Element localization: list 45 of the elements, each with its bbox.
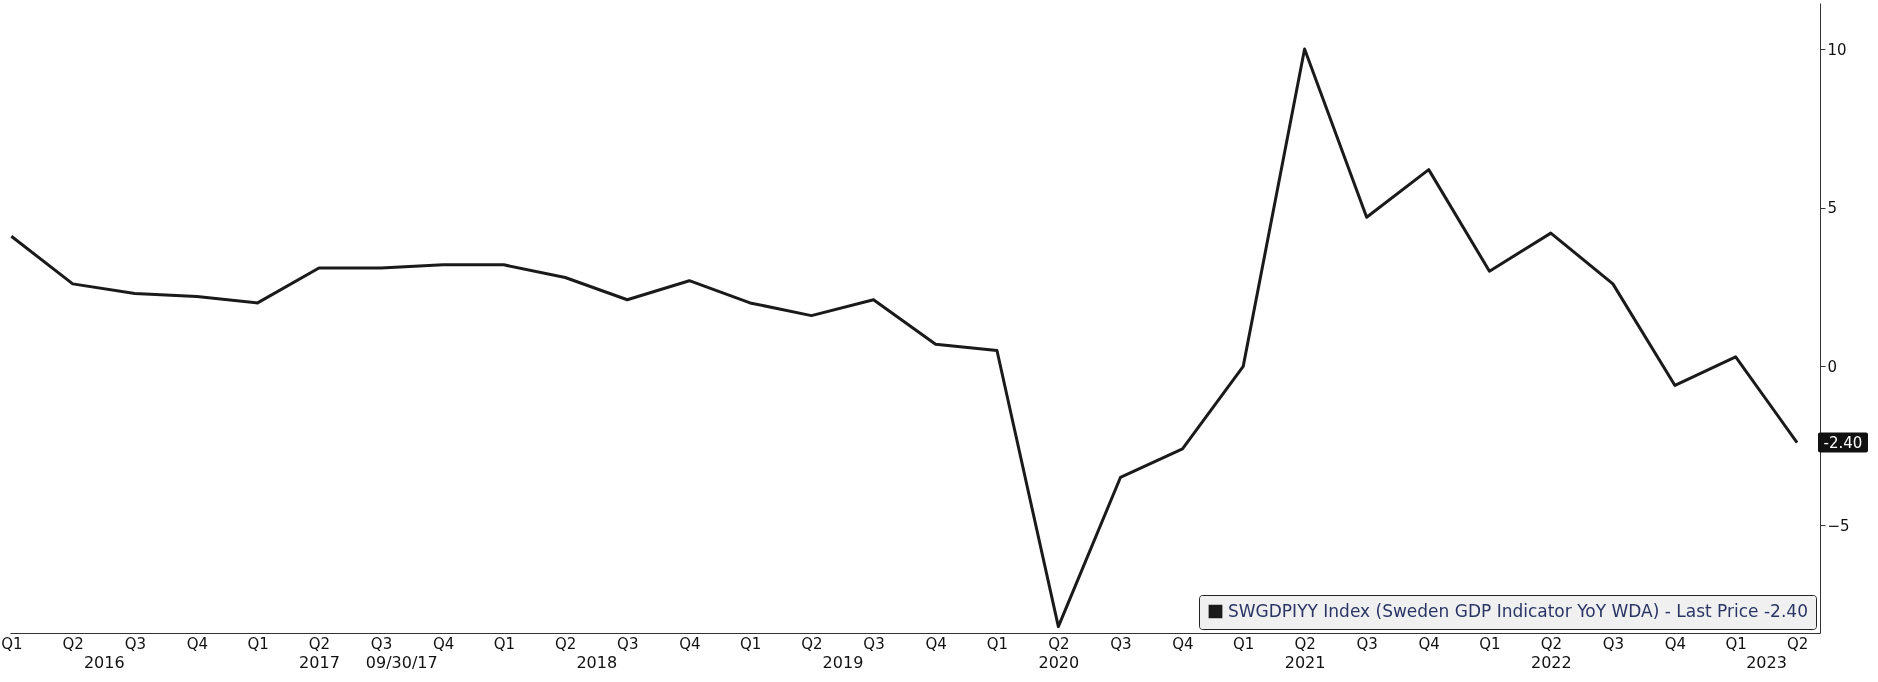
x-tick-label: Q3 [370, 634, 393, 653]
x2-tick-label: 2023 [1746, 652, 1787, 672]
data-label: -2.40 [1823, 433, 1863, 452]
x-tick-label: Q4 [925, 634, 947, 653]
x-tick-label: Q1 [1725, 634, 1747, 653]
legend-label: SWGDPIYY Index (Sweden GDP Indicator YoY WDA) - Last Price -2.40 [1228, 600, 1808, 621]
x-tick-label: Q3 [617, 634, 639, 653]
x2-tick-label: 2020 [1038, 652, 1080, 672]
x2-tick-label: 2018 [576, 652, 618, 672]
y-tick-label: −5 [1827, 516, 1850, 535]
x-tick-label: Q2 [1540, 634, 1563, 653]
x-tick-label: Q3 [863, 634, 885, 653]
x-tick-label: Q2 [1294, 634, 1316, 653]
x-tick-label: Q4 [1418, 634, 1440, 653]
x-tick-label: Q3 [124, 634, 146, 653]
x-tick-label: Q4 [432, 634, 455, 653]
x-tick-label: Q1 [493, 634, 515, 653]
x-tick-label: Q4 [186, 634, 209, 653]
x-tick-label: Q2 [1786, 634, 1809, 653]
x-tick-label: Q3 [1602, 634, 1625, 653]
x-tick-label: Q1 [739, 634, 762, 653]
x-tick-label: Q2 [555, 634, 577, 653]
x-tick-label: Q4 [679, 634, 701, 653]
x-tick-label: Q4 [1172, 634, 1194, 653]
y-tick-label: 10 [1827, 40, 1847, 59]
x-tick-label: Q1 [1, 634, 23, 653]
x-tick-label: Q2 [801, 634, 823, 653]
x-tick-label: Q2 [62, 634, 84, 653]
x-tick-label: Q1 [1233, 634, 1255, 653]
x-tick-label: Q1 [1479, 634, 1501, 653]
x-tick-label: Q1 [986, 634, 1009, 653]
x2-tick-label: 2019 [822, 652, 864, 672]
x-tick-label: Q1 [247, 634, 269, 653]
x-tick-label: Q4 [1664, 634, 1687, 653]
x-tick-label: Q3 [1356, 634, 1378, 653]
y-tick-label: 5 [1827, 199, 1838, 218]
x2-tick-label: 2022 [1530, 652, 1572, 672]
x2-tick-label: 2016 [83, 652, 125, 672]
x2-tick-label: 2021 [1284, 652, 1326, 672]
x-tick-label: Q2 [308, 634, 331, 653]
x2-tick-label: 09/30/17 [365, 652, 438, 672]
y-tick-label: 0 [1827, 357, 1838, 376]
x2-tick-label: 2017 [299, 652, 340, 672]
x-tick-label: Q3 [1110, 634, 1132, 653]
x-tick-label: Q2 [1048, 634, 1070, 653]
